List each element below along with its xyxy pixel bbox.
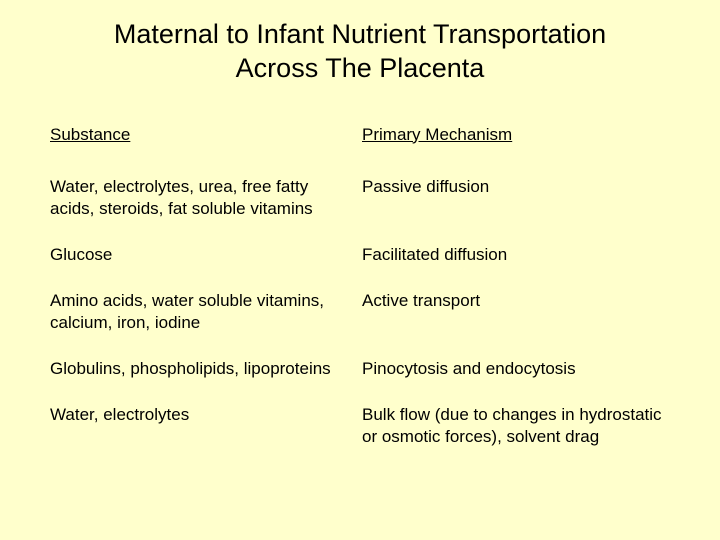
header-substance: Substance <box>50 124 360 146</box>
cell-substance: Amino acids, water soluble vitamins, cal… <box>50 290 360 334</box>
cell-mechanism: Pinocytosis and endocytosis <box>360 358 670 380</box>
table-row: Amino acids, water soluble vitamins, cal… <box>50 290 670 334</box>
table-header-row: Substance Primary Mechanism <box>50 124 670 146</box>
table-row: Globulins, phospholipids, lipoproteins P… <box>50 358 670 380</box>
cell-mechanism: Facilitated diffusion <box>360 244 670 266</box>
cell-mechanism: Passive diffusion <box>360 176 670 220</box>
table-row: Water, electrolytes Bulk flow (due to ch… <box>50 404 670 448</box>
slide-container: Maternal to Infant Nutrient Transportati… <box>0 0 720 540</box>
cell-substance: Glucose <box>50 244 360 266</box>
table-row: Glucose Facilitated diffusion <box>50 244 670 266</box>
nutrient-transport-table: Substance Primary Mechanism Water, elect… <box>50 124 670 449</box>
slide-title: Maternal to Infant Nutrient Transportati… <box>50 18 670 86</box>
table-row: Water, electrolytes, urea, free fatty ac… <box>50 176 670 220</box>
cell-substance: Water, electrolytes, urea, free fatty ac… <box>50 176 360 220</box>
cell-mechanism: Bulk flow (due to changes in hydrostatic… <box>360 404 670 448</box>
cell-mechanism: Active transport <box>360 290 670 334</box>
cell-substance: Water, electrolytes <box>50 404 360 448</box>
header-mechanism: Primary Mechanism <box>360 124 670 146</box>
cell-substance: Globulins, phospholipids, lipoproteins <box>50 358 360 380</box>
